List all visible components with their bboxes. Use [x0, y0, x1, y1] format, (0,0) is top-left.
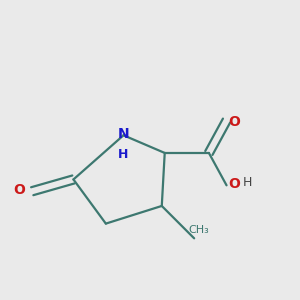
Text: H: H	[118, 148, 129, 161]
Text: O: O	[228, 115, 240, 129]
Text: O: O	[228, 177, 240, 191]
Text: O: O	[13, 183, 25, 197]
Text: H: H	[243, 176, 252, 190]
Text: CH₃: CH₃	[188, 225, 209, 236]
Text: N: N	[118, 127, 129, 141]
